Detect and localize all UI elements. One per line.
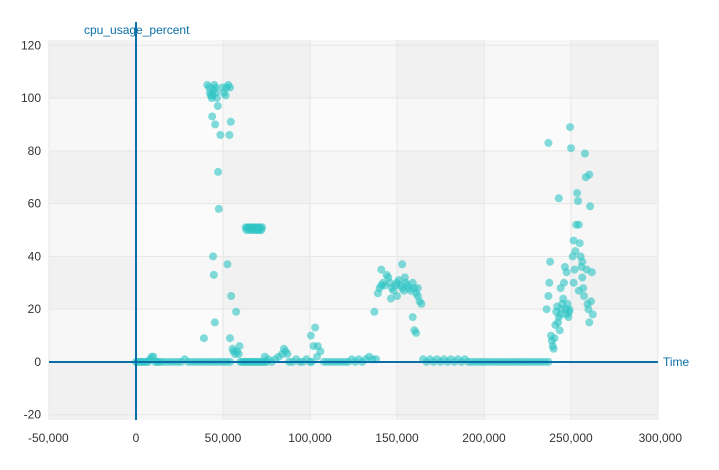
- y-tick-label: 60: [28, 197, 42, 211]
- data-point: [574, 220, 583, 229]
- data-point: [209, 270, 218, 279]
- data-point: [227, 292, 236, 300]
- y-tick-label: 40: [28, 249, 42, 263]
- data-point: [400, 273, 409, 282]
- y-axis-title: cpu_usage_percent: [84, 23, 190, 37]
- data-point: [210, 318, 219, 327]
- data-point: [588, 310, 597, 319]
- data-point: [544, 138, 553, 147]
- data-point: [313, 342, 322, 351]
- data-point: [546, 257, 555, 266]
- data-point: [555, 326, 564, 335]
- band-dark: [571, 40, 658, 420]
- data-point: [554, 194, 563, 203]
- x-tick-label: 250,000: [549, 431, 593, 445]
- x-tick-label: 50,000: [205, 431, 242, 445]
- x-tick-label: -50,000: [28, 431, 69, 445]
- data-point: [570, 265, 579, 274]
- data-point: [370, 307, 379, 316]
- data-point: [311, 323, 320, 332]
- data-point: [587, 268, 596, 277]
- data-point: [213, 102, 222, 110]
- data-point: [408, 313, 417, 322]
- data-point: [585, 318, 594, 327]
- band-dark: [397, 40, 484, 420]
- data-point: [550, 334, 559, 343]
- data-point: [398, 260, 407, 269]
- data-point: [574, 286, 583, 295]
- data-point: [386, 294, 395, 303]
- data-point: [565, 305, 574, 314]
- data-point: [225, 131, 234, 139]
- y-tick-label: -20: [24, 408, 42, 422]
- data-point: [221, 91, 230, 100]
- data-point: [574, 197, 582, 205]
- data-point: [226, 83, 234, 92]
- y-tick-label: 100: [21, 91, 41, 105]
- data-point: [556, 284, 565, 293]
- data-point: [559, 294, 568, 303]
- data-point: [580, 149, 589, 158]
- data-point: [283, 350, 292, 358]
- data-points: [132, 80, 597, 366]
- axes: [49, 22, 658, 420]
- data-point: [566, 123, 575, 132]
- x-tick-label: 100,000: [288, 431, 332, 445]
- data-point: [542, 305, 551, 314]
- data-point: [232, 307, 241, 316]
- band-dark: [49, 40, 136, 420]
- data-point: [578, 273, 587, 282]
- band-light: [49, 98, 658, 151]
- data-point: [412, 328, 421, 337]
- data-point: [223, 260, 232, 269]
- data-point: [569, 236, 578, 245]
- data-point: [569, 278, 578, 287]
- data-point: [226, 117, 235, 126]
- data-point: [199, 334, 208, 343]
- data-point: [413, 284, 422, 293]
- data-point: [216, 131, 225, 139]
- data-point: [234, 350, 243, 358]
- data-point: [567, 144, 575, 153]
- band-light: [49, 203, 658, 257]
- x-tick-label: 300,000: [639, 431, 683, 445]
- data-point: [211, 120, 220, 129]
- data-point: [586, 202, 595, 211]
- tick-labels: -20 0 20 40 60 80 100 120 -50,000 0 50,000 100,000 1…: [21, 38, 682, 445]
- data-point: [209, 252, 218, 261]
- data-point: [549, 344, 558, 353]
- data-point: [587, 297, 595, 306]
- data-point: [377, 265, 386, 274]
- y-tick-label: 20: [28, 302, 42, 316]
- data-point: [214, 167, 223, 176]
- y-tick-label: 0: [34, 355, 41, 369]
- data-point: [585, 170, 594, 179]
- data-point: [306, 331, 315, 340]
- x-tick-label: 0: [133, 431, 140, 445]
- y-tick-label: 120: [21, 38, 41, 52]
- data-point: [212, 94, 221, 103]
- data-point: [562, 268, 571, 277]
- data-point: [575, 239, 584, 248]
- data-point: [578, 257, 587, 266]
- x-axis-title: Time: [663, 355, 690, 369]
- data-point: [393, 292, 401, 300]
- data-point: [208, 112, 217, 121]
- data-point: [580, 292, 588, 300]
- data-point: [544, 292, 553, 300]
- data-point: [258, 223, 267, 232]
- data-point: [545, 278, 554, 287]
- data-point: [214, 204, 223, 213]
- data-point: [573, 189, 582, 198]
- data-point: [235, 342, 244, 351]
- x-tick-label: 150,000: [375, 431, 419, 445]
- y-tick-label: 80: [28, 144, 42, 158]
- x-tick-label: 200,000: [462, 431, 506, 445]
- data-point: [417, 299, 426, 308]
- data-point: [226, 334, 234, 343]
- data-point: [571, 247, 580, 256]
